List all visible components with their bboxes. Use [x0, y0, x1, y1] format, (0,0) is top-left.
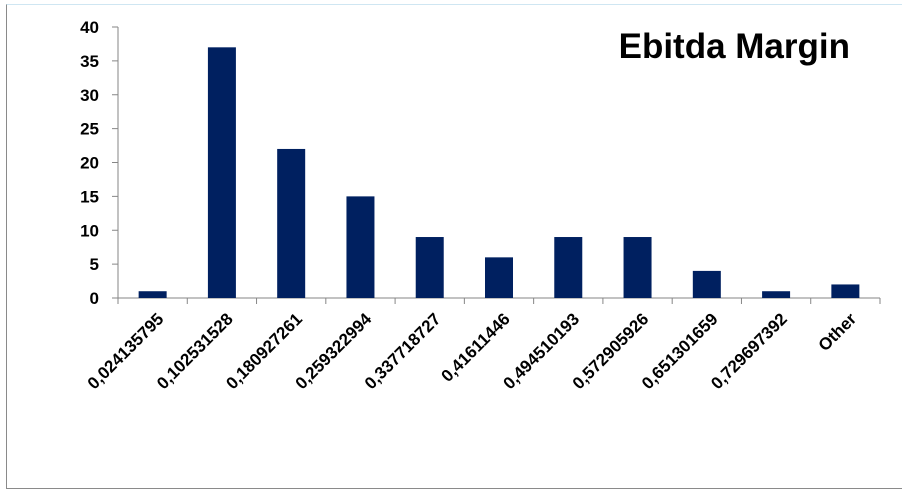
- y-tick-label: 10: [80, 221, 99, 240]
- bar: [762, 291, 791, 298]
- x-tick-label: Other: [815, 309, 861, 355]
- y-tick-label: 20: [80, 154, 99, 173]
- y-tick-label: 25: [80, 120, 99, 139]
- y-tick-label: 0: [90, 289, 99, 308]
- bar: [415, 237, 444, 298]
- bar: [346, 196, 375, 298]
- y-tick-label: 5: [90, 255, 99, 274]
- x-tick-label: 0,41611446: [438, 309, 514, 385]
- bar-series: [138, 47, 860, 299]
- bar: [485, 257, 513, 298]
- y-axis: 0 5 10 15 20 25 30 35 40: [80, 18, 119, 308]
- chart-title: Ebitda Margin: [619, 27, 850, 66]
- x-axis: 0,0241357950,1025315280,1809272610,25932…: [84, 297, 881, 393]
- y-tick-label: 35: [80, 52, 99, 71]
- chart-frame: [6, 4, 902, 489]
- bar: [831, 284, 860, 298]
- bar: [623, 237, 652, 298]
- bar: [692, 270, 721, 298]
- bar: [138, 291, 167, 298]
- y-tick-label: 40: [80, 18, 99, 37]
- bar: [207, 47, 236, 299]
- y-tick-label: 15: [80, 187, 99, 206]
- y-tick-label: 30: [80, 86, 99, 105]
- bar: [277, 148, 306, 298]
- bar: [554, 237, 583, 298]
